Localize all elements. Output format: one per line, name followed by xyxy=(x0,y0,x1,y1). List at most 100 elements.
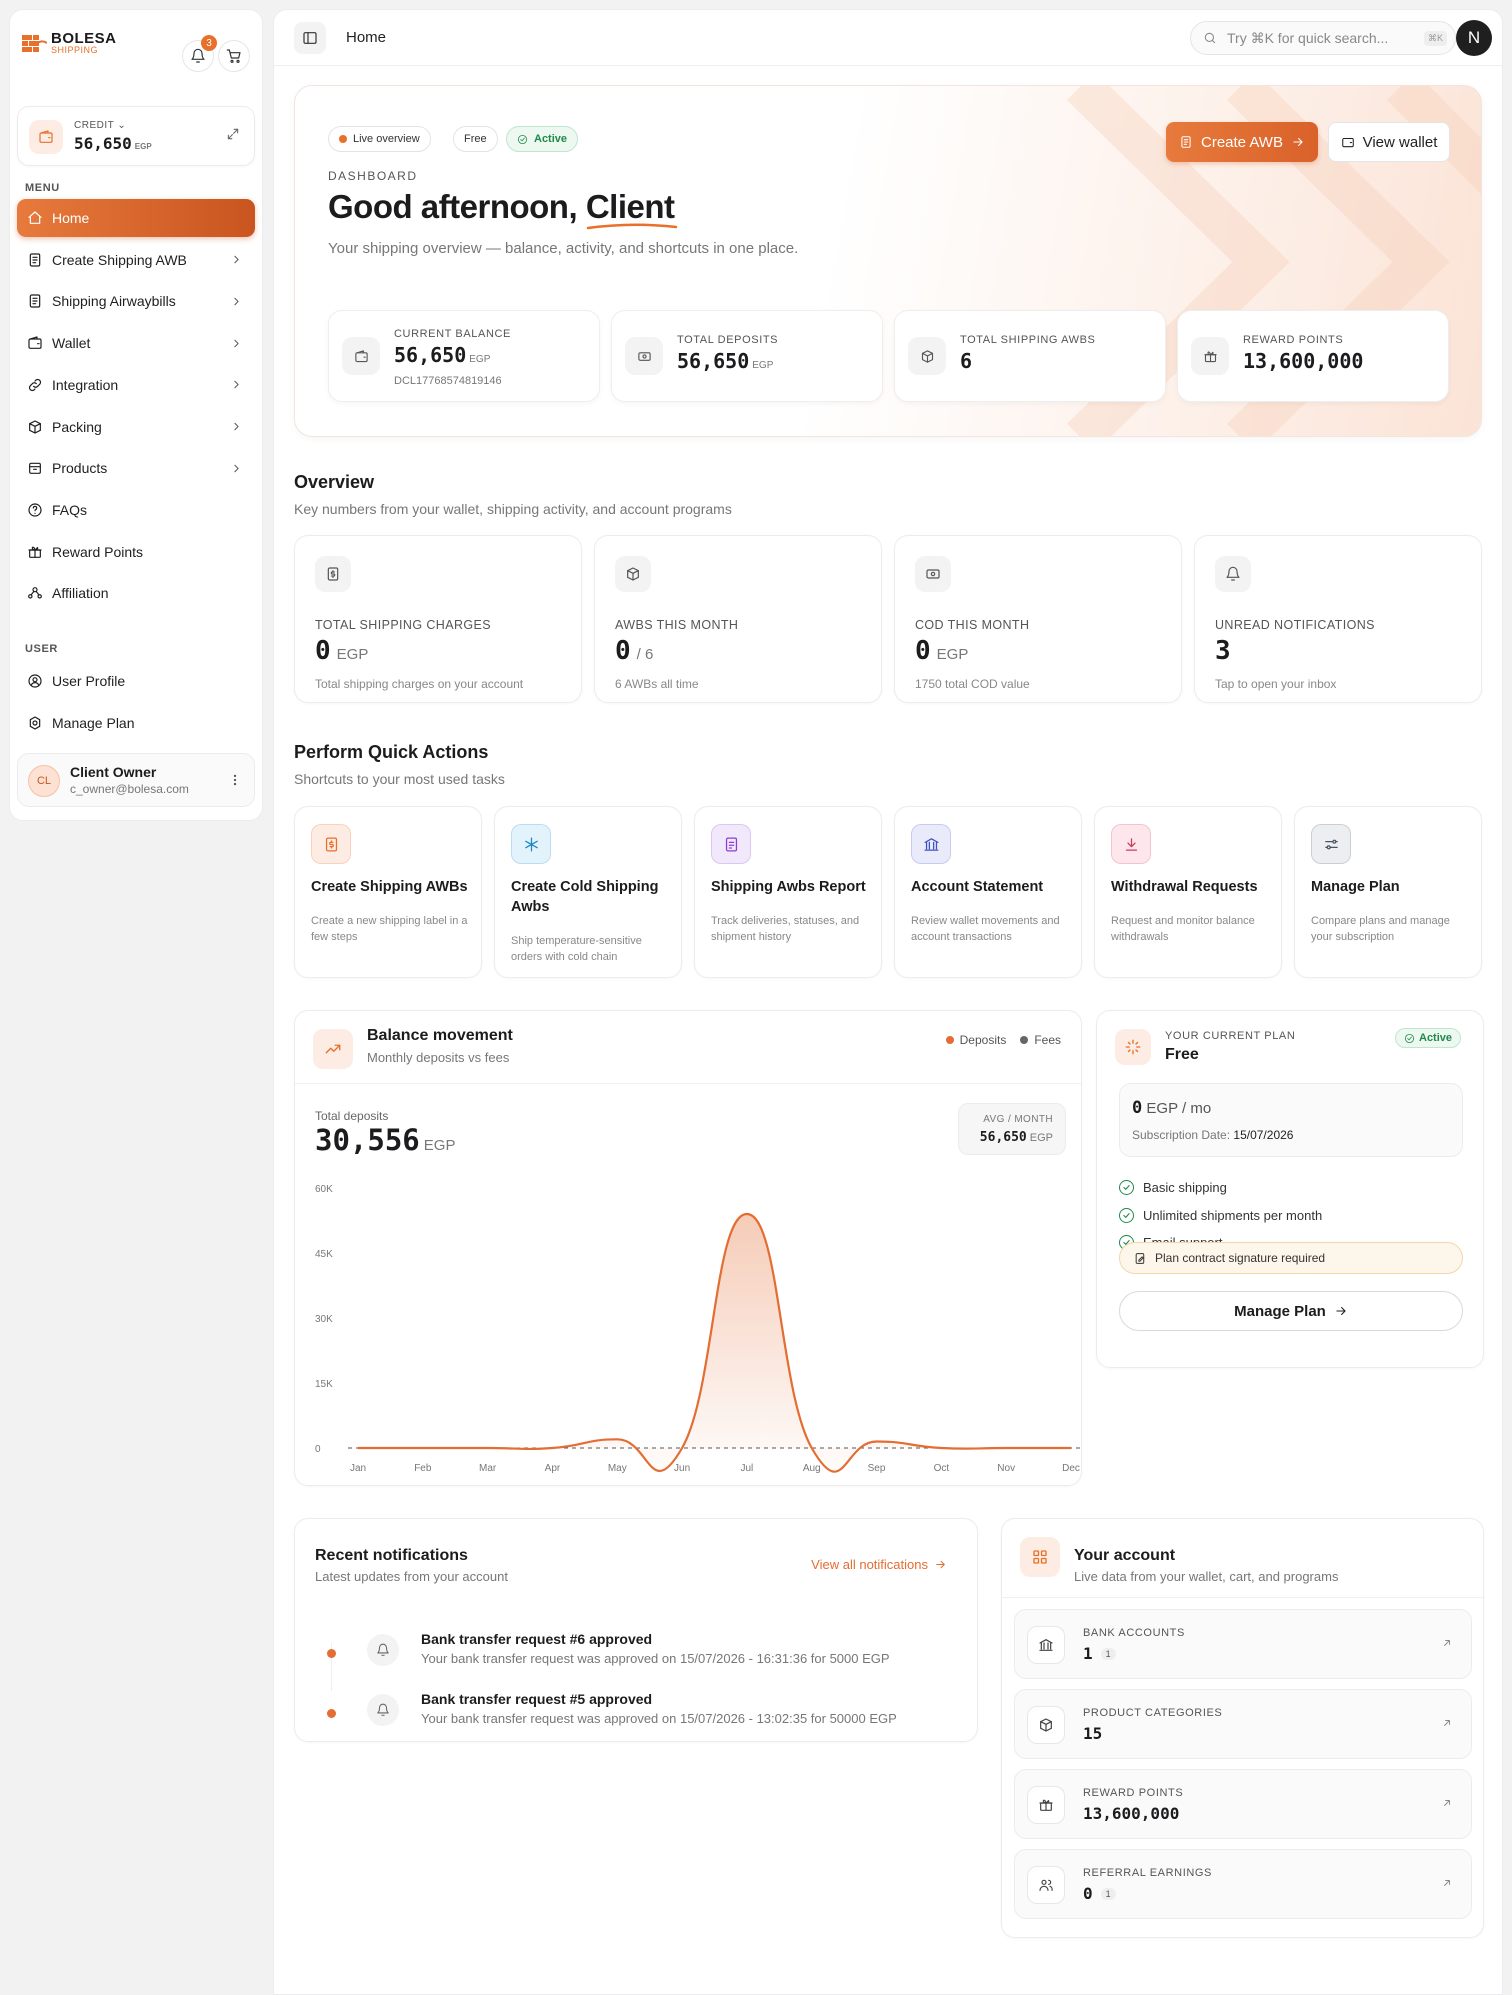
quick-action-desc: Track deliveries, statuses, and shipment… xyxy=(711,915,860,943)
view-all-notifications-link[interactable]: View all notifications xyxy=(811,1557,947,1572)
sidebar-item-packing[interactable]: Packing xyxy=(17,408,255,446)
sidebar-item-affiliation[interactable]: Affiliation xyxy=(17,574,255,612)
check-icon xyxy=(1119,1207,1134,1223)
download-icon xyxy=(1125,837,1137,851)
wallet-icon xyxy=(28,336,42,350)
sidebar-item-reward-points[interactable]: Reward Points xyxy=(17,533,255,571)
plan-price: 0 EGP / mo xyxy=(1132,1098,1212,1118)
notifications-button[interactable]: 3 xyxy=(182,35,217,72)
credit-label: CREDIT ⌄ xyxy=(74,120,127,131)
status-badge: Active xyxy=(506,126,579,152)
quick-action-account-statement[interactable]: Account Statement Review wallet movements… xyxy=(894,806,1082,978)
brand-mark-icon xyxy=(22,34,47,52)
arrow-up-right-icon[interactable] xyxy=(1441,1637,1453,1649)
sidebar-item-wallet[interactable]: Wallet xyxy=(17,324,255,362)
legend-deposits[interactable]: Deposits xyxy=(945,1033,1006,1047)
credit-card[interactable]: CREDIT ⌄ 56,650 EGP xyxy=(17,106,255,166)
bell-icon xyxy=(377,1703,389,1716)
brand-logo[interactable]: BOLESA SHIPPING xyxy=(21,30,117,55)
notification-desc: Your bank transfer request was approved … xyxy=(421,1651,890,1666)
overview-value: 3 xyxy=(1215,636,1231,666)
account-item-product-categories[interactable]: PRODUCT CATEGORIES 15 xyxy=(1014,1689,1472,1759)
x-tick-label: Jul xyxy=(741,1463,754,1474)
stat-card-total-deposits[interactable]: TOTAL DEPOSITS 56,650 EGP xyxy=(611,310,883,402)
notification-item[interactable]: Bank transfer request #5 approved Your ba… xyxy=(315,1687,955,1737)
arrow-up-right-icon[interactable] xyxy=(1441,1797,1453,1809)
cart-button[interactable] xyxy=(218,40,250,72)
stat-card-reward-points[interactable]: REWARD POINTS 13,600,000 xyxy=(1177,310,1449,402)
sidebar-item-integration[interactable]: Integration xyxy=(17,366,255,404)
account-item-referral-earnings[interactable]: REFERRAL EARNINGS 0 1 xyxy=(1014,1849,1472,1919)
legend-fees[interactable]: Fees xyxy=(1020,1033,1061,1047)
dollar-doc-icon xyxy=(325,836,337,852)
total-deposits-label: Total deposits xyxy=(315,1109,389,1123)
sidebar-toggle-button[interactable] xyxy=(294,22,326,54)
stat-value: 13,600,000 xyxy=(1243,349,1364,373)
sidebar-item-products[interactable]: Products xyxy=(17,449,255,487)
stat-value: 6 xyxy=(960,349,973,373)
notification-count-badge: 3 xyxy=(201,35,217,51)
create-awb-button[interactable]: Create AWB xyxy=(1166,122,1318,162)
deposits-area xyxy=(358,1214,1071,1472)
brand-name: BOLESA xyxy=(51,30,117,47)
recent-notifications-card: Recent notifications Latest updates from… xyxy=(294,1518,978,1742)
breadcrumb[interactable]: Home xyxy=(346,29,387,46)
account-item-bank-accounts[interactable]: BANK ACCOUNTS 1 1 xyxy=(1014,1609,1472,1679)
sidebar-item-label: Shipping Airwaybills xyxy=(52,293,176,310)
sidebar-item-user-profile[interactable]: User Profile xyxy=(17,662,255,700)
manage-plan-button[interactable]: Manage Plan xyxy=(1119,1291,1463,1331)
avatar: CL xyxy=(28,765,60,797)
grid-icon xyxy=(1020,1537,1060,1577)
bell-icon xyxy=(1226,566,1240,581)
y-tick-label: 30K xyxy=(315,1314,333,1325)
quick-action-create-shipping-awbs[interactable]: Create Shipping AWBs Create a new shippin… xyxy=(294,806,482,978)
your-account-card: Your account Live data from your wallet,… xyxy=(1001,1518,1484,1938)
cash-icon xyxy=(926,569,940,579)
hero-subtitle: Your shipping overview — balance, activi… xyxy=(328,240,799,257)
y-tick-label: 45K xyxy=(315,1249,333,1260)
user-card[interactable]: CL Client Owner c_owner@bolesa.com xyxy=(17,753,255,807)
stat-card-total-shipping-awbs[interactable]: TOTAL SHIPPING AWBS 6 xyxy=(894,310,1166,402)
x-tick-label: Jun xyxy=(674,1463,690,1474)
overview-card-cod-this-month[interactable]: COD THIS MONTH 0 EGP 1750 total COD value xyxy=(894,535,1182,703)
quick-action-manage-plan[interactable]: Manage Plan Compare plans and manage your… xyxy=(1294,806,1482,978)
view-wallet-button[interactable]: View wallet xyxy=(1328,122,1450,162)
notification-item[interactable]: Bank transfer request #6 approved Your ba… xyxy=(315,1627,955,1677)
search-input[interactable]: Try ⌘K for quick search... ⌘K xyxy=(1190,21,1456,55)
stat-label: CURRENT BALANCE xyxy=(394,328,511,340)
sidebar-item-create-shipping-awb[interactable]: Create Shipping AWB xyxy=(17,241,255,279)
sidebar-item-manage-plan[interactable]: Manage Plan xyxy=(17,704,255,742)
arrow-up-right-icon[interactable] xyxy=(1441,1717,1453,1729)
overview-label: UNREAD NOTIFICATIONS xyxy=(1215,618,1375,632)
deposits-line[interactable] xyxy=(358,1212,1071,1473)
overview-card-unread-notifications[interactable]: UNREAD NOTIFICATIONS 3 Tap to open your in… xyxy=(1194,535,1482,703)
sidebar-item-shipping-airwaybills[interactable]: Shipping Airwaybills xyxy=(17,282,255,320)
wallet-icon xyxy=(1341,137,1354,148)
arrow-right-icon xyxy=(936,1560,945,1569)
box-icon xyxy=(1040,1718,1052,1732)
total-deposits-value: 30,556 EGP xyxy=(315,1123,456,1157)
quick-action-desc: Create a new shipping label in a few ste… xyxy=(311,915,468,943)
arrow-up-right-icon[interactable] xyxy=(1441,1877,1453,1889)
profile-avatar[interactable]: N xyxy=(1456,20,1492,56)
snowflake-icon xyxy=(524,836,538,852)
overview-card-awbs-this-month[interactable]: AWBS THIS MONTH 0/ 6 6 AWBs all time xyxy=(594,535,882,703)
plan-feature: Unlimited shipments per month xyxy=(1119,1207,1322,1223)
quick-action-shipping-awbs-report[interactable]: Shipping Awbs Report Track deliveries, st… xyxy=(694,806,882,978)
sidebar-icon xyxy=(303,32,317,44)
notification-title: Bank transfer request #6 approved xyxy=(421,1631,653,1647)
quick-action-withdrawal-requests[interactable]: Withdrawal Requests Request and monitor b… xyxy=(1094,806,1282,978)
gift-icon xyxy=(1039,1799,1053,1811)
overview-card-total-shipping-charges[interactable]: TOTAL SHIPPING CHARGES 0 EGP Total shipping… xyxy=(294,535,582,703)
user-name: Client Owner xyxy=(70,764,157,780)
sidebar-item-home[interactable]: Home xyxy=(17,199,255,237)
quick-action-create-cold-shipping-awbs[interactable]: Create Cold Shipping Awbs Ship temperatur… xyxy=(494,806,682,978)
box-icon xyxy=(921,349,933,363)
more-vertical-icon[interactable] xyxy=(228,773,242,787)
signature-warning[interactable]: Plan contract signature required xyxy=(1119,1242,1463,1274)
stat-label: TOTAL SHIPPING AWBS xyxy=(960,334,1096,346)
account-item-reward-points[interactable]: REWARD POINTS 13,600,000 xyxy=(1014,1769,1472,1839)
sidebar-item-faqs[interactable]: FAQs xyxy=(17,491,255,529)
stat-card-current-balance[interactable]: CURRENT BALANCE 56,650 EGP DCL1776857481914… xyxy=(328,310,600,402)
expand-icon[interactable] xyxy=(226,127,240,141)
